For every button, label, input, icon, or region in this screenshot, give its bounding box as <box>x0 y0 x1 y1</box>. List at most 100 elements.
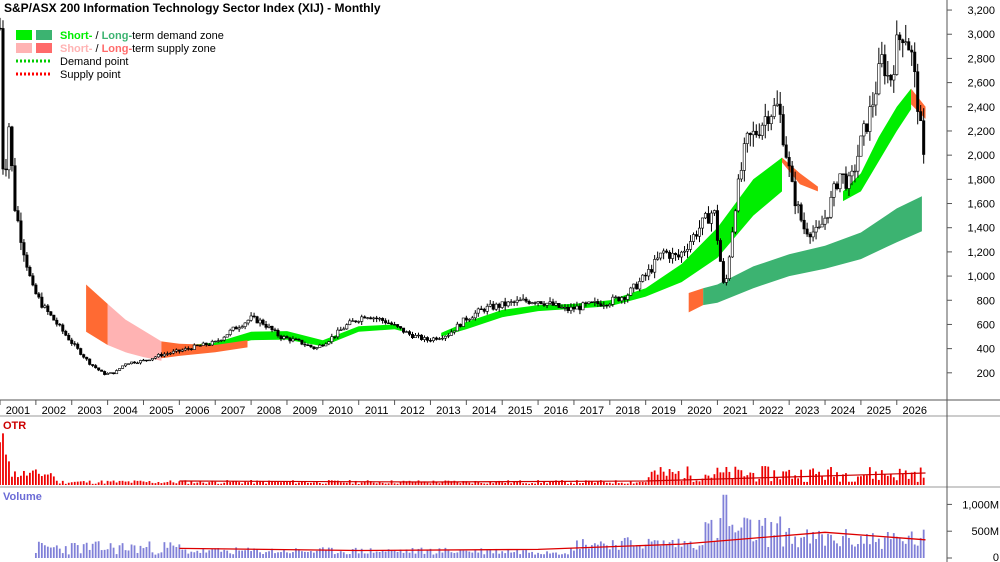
zone-long-term-demand-3 <box>703 196 922 306</box>
candle-body <box>136 362 140 365</box>
otr-bar <box>289 481 291 485</box>
candle-body <box>539 301 543 305</box>
volume-bar <box>794 536 797 558</box>
candle-body <box>656 257 660 260</box>
candle-body <box>393 324 397 326</box>
otr-bar <box>64 483 67 485</box>
candle-body <box>192 344 196 350</box>
candle-body <box>147 359 151 362</box>
candle-body <box>85 356 89 360</box>
otr-bar <box>26 475 28 485</box>
otr-bar <box>492 483 495 485</box>
otr-bar <box>169 480 172 485</box>
legend-supply-long-label: Long- <box>102 43 133 55</box>
volume-bar <box>73 542 76 558</box>
otr-bar <box>865 475 868 485</box>
candle-body <box>312 346 316 349</box>
otr-bar <box>567 483 569 485</box>
y-tick-label: 2,600 <box>967 78 995 90</box>
candle-body <box>748 132 752 136</box>
otr-bar <box>336 480 339 485</box>
volume-bar <box>381 550 384 558</box>
volume-bar <box>570 548 572 558</box>
otr-bar <box>471 483 474 485</box>
volume-bar <box>160 552 163 558</box>
candle-body <box>775 103 779 106</box>
candle-body <box>381 318 385 321</box>
volume-bar <box>761 525 764 558</box>
otr-bar <box>154 483 157 485</box>
otr-bar <box>848 481 850 485</box>
otr-bar <box>889 474 892 485</box>
volume-bar <box>653 540 656 558</box>
volume-bar <box>830 534 832 558</box>
candle-body <box>118 368 122 371</box>
volume-bar <box>205 552 208 558</box>
otr-bar <box>70 482 73 485</box>
otr-bar <box>898 468 901 485</box>
otr-bar <box>513 481 516 485</box>
otr-bar <box>531 483 533 485</box>
candle-body <box>563 307 567 309</box>
otr-bar <box>193 483 196 485</box>
otr-bar <box>40 476 43 485</box>
volume-bar <box>522 550 525 558</box>
otr-bar <box>187 483 190 485</box>
otr-bar <box>8 461 10 485</box>
volume-bar <box>280 552 282 558</box>
volume-bar <box>728 526 731 558</box>
candle-body <box>706 213 710 224</box>
otr-bar <box>725 466 728 485</box>
otr-bar <box>163 482 166 485</box>
otr-bar <box>73 481 76 485</box>
otr-bar <box>489 481 492 485</box>
otr-bar <box>877 479 880 485</box>
candle-body <box>889 75 893 81</box>
candle-body <box>315 347 319 349</box>
otr-bar <box>543 481 545 485</box>
volume-bar <box>67 554 70 558</box>
volume-bar <box>865 534 868 558</box>
otr-bar <box>836 472 838 485</box>
volume-bar <box>582 539 584 558</box>
candle-body <box>43 305 47 308</box>
volume-bar <box>731 524 734 558</box>
otr-bar <box>809 469 811 485</box>
otr-bar <box>238 482 241 485</box>
y-tick-label: 1,600 <box>967 199 995 211</box>
candle-body <box>1 28 5 170</box>
otr-bar <box>429 483 432 485</box>
y-tick-label: 400 <box>977 344 995 356</box>
volume-bar <box>507 549 510 558</box>
otr-bar <box>133 480 136 485</box>
candle-body <box>584 302 588 304</box>
candle-body <box>303 343 307 346</box>
otr-bar <box>196 482 199 485</box>
volume-bar <box>441 552 444 558</box>
otr-bar <box>794 475 797 485</box>
otr-bar <box>716 467 719 485</box>
volume-bar <box>635 546 638 558</box>
volume-bar <box>695 549 698 558</box>
volume-bar <box>414 553 417 558</box>
otr-bar <box>23 470 25 485</box>
volume-bar <box>650 541 653 558</box>
otr-bar <box>265 483 267 485</box>
volume-bar <box>910 531 913 558</box>
zone-short-term-supply-5 <box>86 284 108 345</box>
otr-bar <box>710 477 713 485</box>
volume-bar <box>97 541 100 558</box>
otr-bar <box>447 480 450 485</box>
volume-bar <box>584 544 587 558</box>
volume-bar <box>235 547 238 558</box>
otr-bar <box>375 483 378 485</box>
candle-body <box>703 213 707 219</box>
candle-body <box>560 307 564 309</box>
volume-bar <box>528 552 531 558</box>
otr-bar <box>549 481 551 485</box>
otr-bar <box>318 482 321 485</box>
candle-body <box>70 339 74 344</box>
otr-bar <box>644 482 647 485</box>
candle-body <box>874 93 878 106</box>
candle-body <box>183 348 187 351</box>
